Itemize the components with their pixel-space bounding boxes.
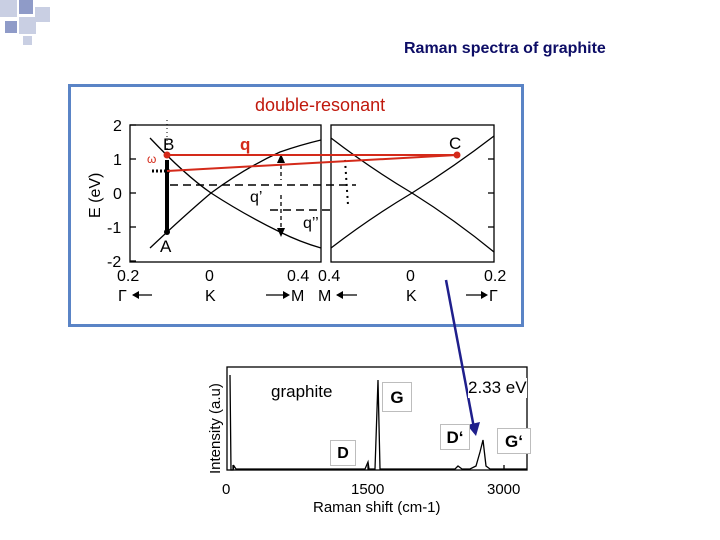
y-tick-label: 1 <box>113 152 122 169</box>
arrowhead <box>467 422 480 436</box>
slide-title: Raman spectra of graphite <box>404 40 606 57</box>
q-label: q <box>240 135 250 154</box>
laser-energy-label: 2.33 eV <box>468 378 527 398</box>
band-curves-left <box>149 137 322 249</box>
point-A-marker <box>164 229 170 235</box>
spectrum-trace <box>229 374 527 471</box>
y-tick-label: -2 <box>107 254 121 271</box>
dashed-energy-levels <box>170 184 356 211</box>
x-tick-label: 0 <box>406 268 415 285</box>
y-tick-label: 0 <box>113 186 122 203</box>
y-tick-label: 2 <box>113 118 122 135</box>
arrowhead <box>277 154 285 163</box>
x-tick-label: 0 <box>205 268 214 285</box>
peak-label-D-prime: D‘ <box>440 424 470 450</box>
arrowhead <box>277 228 285 237</box>
point-A-label: A <box>160 237 172 256</box>
k-point-label: K <box>406 288 417 305</box>
point-C-marker <box>453 151 461 159</box>
corner-decoration <box>0 0 50 45</box>
y-tick-label: -1 <box>107 220 121 237</box>
q-double-prime-label: q’’ <box>303 215 319 232</box>
spectrum-x-axis-label: Raman shift (cm-1) <box>313 499 441 516</box>
peak-label-G: G <box>382 382 412 412</box>
point-C-label: C <box>449 134 461 153</box>
k-point-label: M <box>318 288 331 305</box>
x-tick-label: 0.2 <box>117 268 139 285</box>
peak-label-G-prime: G‘ <box>497 428 531 454</box>
y-axis-label: E (eV) <box>87 173 104 218</box>
k-point-label: M <box>291 288 304 305</box>
omega-label: ω <box>147 152 156 166</box>
arrowhead <box>481 291 488 299</box>
band-curves-right <box>330 135 495 253</box>
connector-arrow <box>444 279 476 429</box>
k-point-label: K <box>205 288 216 305</box>
point-B-label: B <box>163 135 174 154</box>
arrowhead <box>283 291 290 299</box>
spectrum-y-axis-label: Intensity (a.u) <box>207 383 224 474</box>
x-tick-label: 0.4 <box>318 268 340 285</box>
arrowhead <box>336 291 343 299</box>
y-ticks <box>130 124 494 262</box>
q-prime-label: q’ <box>250 189 262 206</box>
left-plot-frame <box>129 124 322 263</box>
panel-title: double-resonant <box>255 95 386 115</box>
x-tick-label: 0.2 <box>484 268 506 285</box>
spectrum-x-ticks <box>232 465 505 470</box>
k-point-label: Γ <box>118 288 127 305</box>
point-B-marker <box>163 151 171 159</box>
k-point-label: Γ <box>489 288 498 305</box>
sample-label: graphite <box>271 382 332 401</box>
phonon-dotted-arrow <box>344 159 349 206</box>
spectrum-x-tick-label: 1500 <box>351 481 384 498</box>
arrowhead <box>132 291 139 299</box>
x-tick-label: 0.4 <box>287 268 309 285</box>
spectrum-x-tick-label: 3000 <box>487 481 520 498</box>
scattering-lines <box>166 154 458 172</box>
spectrum-x-tick-label: 0 <box>222 481 230 498</box>
peak-label-D: D <box>330 440 356 466</box>
